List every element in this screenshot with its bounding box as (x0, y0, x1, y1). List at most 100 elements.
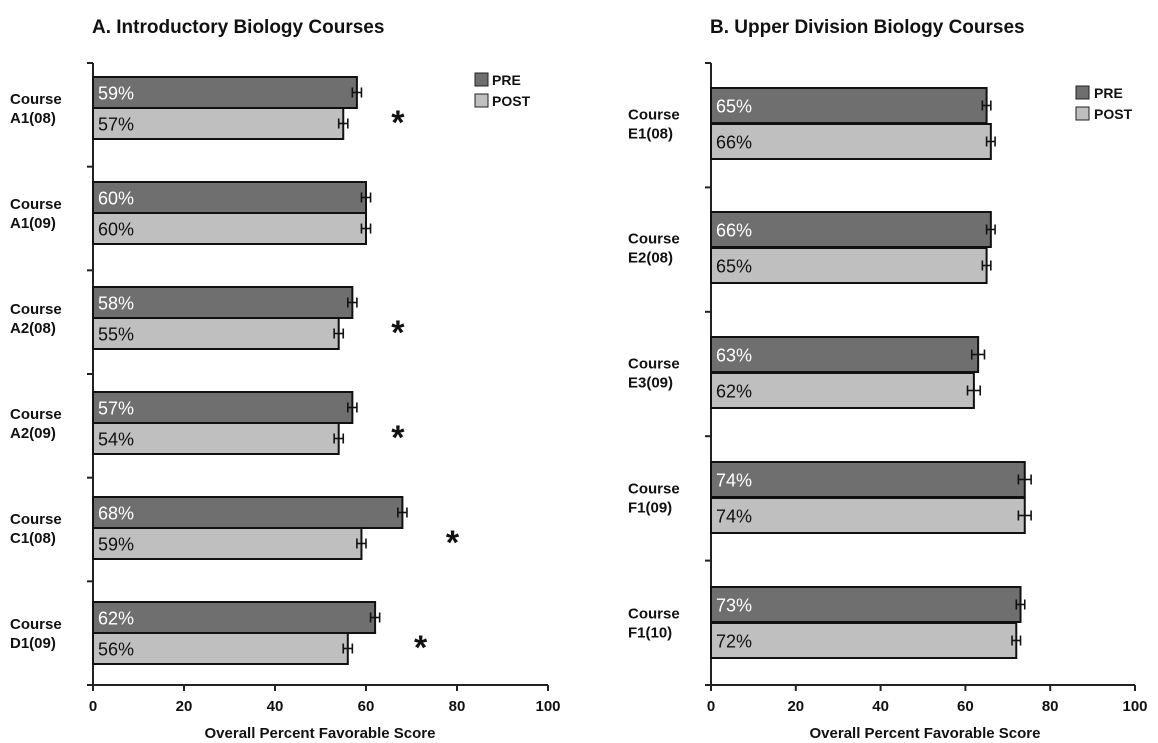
category-label-line2: A2(09) (10, 425, 56, 442)
error-bar (346, 402, 358, 413)
bar-post (92, 527, 363, 560)
legend-pre-label: PRE (492, 72, 521, 88)
panel-a-title: A. Introductory Biology Courses (92, 17, 384, 38)
x-tick-label: 0 (707, 698, 715, 715)
error-bar (981, 100, 992, 111)
category-label-line1: Course (10, 616, 62, 633)
bar-pre (92, 286, 354, 319)
bar-post (710, 497, 1026, 534)
error-bar (369, 612, 381, 623)
legend-pre-swatch (474, 72, 489, 87)
bar-pre (92, 601, 377, 634)
bar-pre (710, 336, 980, 373)
error-bar (985, 224, 996, 235)
error-bar (985, 136, 996, 147)
x-tick-label: 80 (449, 698, 466, 715)
x-tick-label: 100 (1122, 698, 1147, 715)
error-bar (1017, 510, 1032, 521)
x-tick-label: 40 (267, 698, 284, 715)
bar-pre (710, 211, 992, 248)
error-bar (1015, 599, 1026, 610)
bar-pre-value-label: 65% (716, 97, 752, 117)
category-label-line2: F1(10) (628, 625, 672, 642)
legend-pre-swatch (1075, 85, 1090, 100)
bar-post-value-label: 57% (98, 115, 134, 135)
panel-b-legend: PRE POST (1075, 85, 1133, 122)
error-bar (346, 297, 358, 308)
category-label-line1: Course (628, 606, 680, 623)
bar-post (92, 317, 340, 350)
error-bar (970, 349, 986, 360)
bar-pre-value-label: 74% (716, 471, 752, 491)
legend-post-swatch (474, 93, 489, 108)
error-bar (1017, 474, 1032, 485)
bar-post-value-label: 72% (716, 632, 752, 652)
category-label-line1: Course (628, 107, 680, 124)
category-label-line2: A2(08) (10, 320, 56, 337)
bar-pre-value-label: 68% (98, 504, 134, 524)
category-label-line1: Course (628, 481, 680, 498)
category-label-line1: Course (10, 91, 62, 108)
category-label-line1: Course (10, 511, 62, 528)
legend-pre-label: PRE (1094, 85, 1123, 101)
bar-pre (710, 87, 988, 124)
bar-post-value-label: 56% (98, 640, 134, 660)
error-bar (333, 328, 345, 339)
category-label-line2: D1(09) (10, 635, 56, 652)
bar-post-value-label: 54% (98, 430, 134, 450)
bar-pre-value-label: 58% (98, 294, 134, 314)
significance-asterisk: * (446, 524, 460, 562)
category-label-line1: Course (628, 356, 680, 373)
bar-pre (92, 181, 367, 214)
category-label-line1: Course (10, 301, 62, 318)
category-label-line1: Course (10, 406, 62, 423)
x-tick-label: 60 (957, 698, 974, 715)
bar-post (710, 247, 988, 284)
significance-asterisk: * (414, 629, 428, 667)
x-tick-label: 0 (89, 698, 97, 715)
panel-b-title: B. Upper Division Biology Courses (710, 17, 1025, 38)
bar-pre-value-label: 57% (98, 399, 134, 419)
category-label-line1: Course (10, 196, 62, 213)
bar-pre (710, 461, 1026, 498)
bar-pre-value-label: 62% (98, 609, 134, 629)
x-tick-label: 60 (358, 698, 375, 715)
x-tick-label: 40 (872, 698, 889, 715)
error-bar (342, 643, 354, 654)
panel-introductory-chart: A. Introductory Biology Courses Overall … (10, 17, 561, 742)
panel-b-x-axis-label: Overall Percent Favorable Score (810, 725, 1041, 742)
bar-pre-value-label: 66% (716, 221, 752, 241)
x-tick-label: 80 (1042, 698, 1059, 715)
bar-post-value-label: 62% (716, 382, 752, 402)
category-label-line2: E3(09) (628, 375, 673, 392)
category-label-line2: E2(08) (628, 250, 673, 267)
error-bar (360, 192, 372, 203)
significance-asterisk: * (391, 104, 405, 142)
significance-asterisk: * (391, 314, 405, 352)
bar-post-value-label: 60% (98, 220, 134, 240)
bar-post (92, 422, 340, 455)
error-bar (397, 507, 408, 518)
error-bar (351, 87, 363, 98)
bar-post-value-label: 65% (716, 257, 752, 277)
x-tick-label: 20 (176, 698, 193, 715)
error-bar (356, 538, 367, 549)
category-label-line2: E1(08) (628, 126, 673, 143)
category-label-line2: A1(09) (10, 215, 56, 232)
bar-pre-value-label: 63% (716, 346, 752, 366)
bar-post (710, 372, 975, 409)
category-label-line2: F1(09) (628, 500, 672, 517)
legend-post-label: POST (1094, 106, 1133, 122)
category-label-line2: A1(08) (10, 110, 56, 127)
bar-post (92, 212, 367, 245)
significance-asterisk: * (391, 419, 405, 457)
bar-pre (92, 496, 404, 529)
error-bar (337, 118, 349, 129)
panel-a-x-axis-label: Overall Percent Favorable Score (205, 725, 436, 742)
bar-pre (92, 76, 358, 109)
bar-post-value-label: 66% (716, 133, 752, 153)
bar-pre-value-label: 73% (716, 596, 752, 616)
legend-post-label: POST (492, 93, 531, 109)
error-bar (981, 260, 992, 271)
